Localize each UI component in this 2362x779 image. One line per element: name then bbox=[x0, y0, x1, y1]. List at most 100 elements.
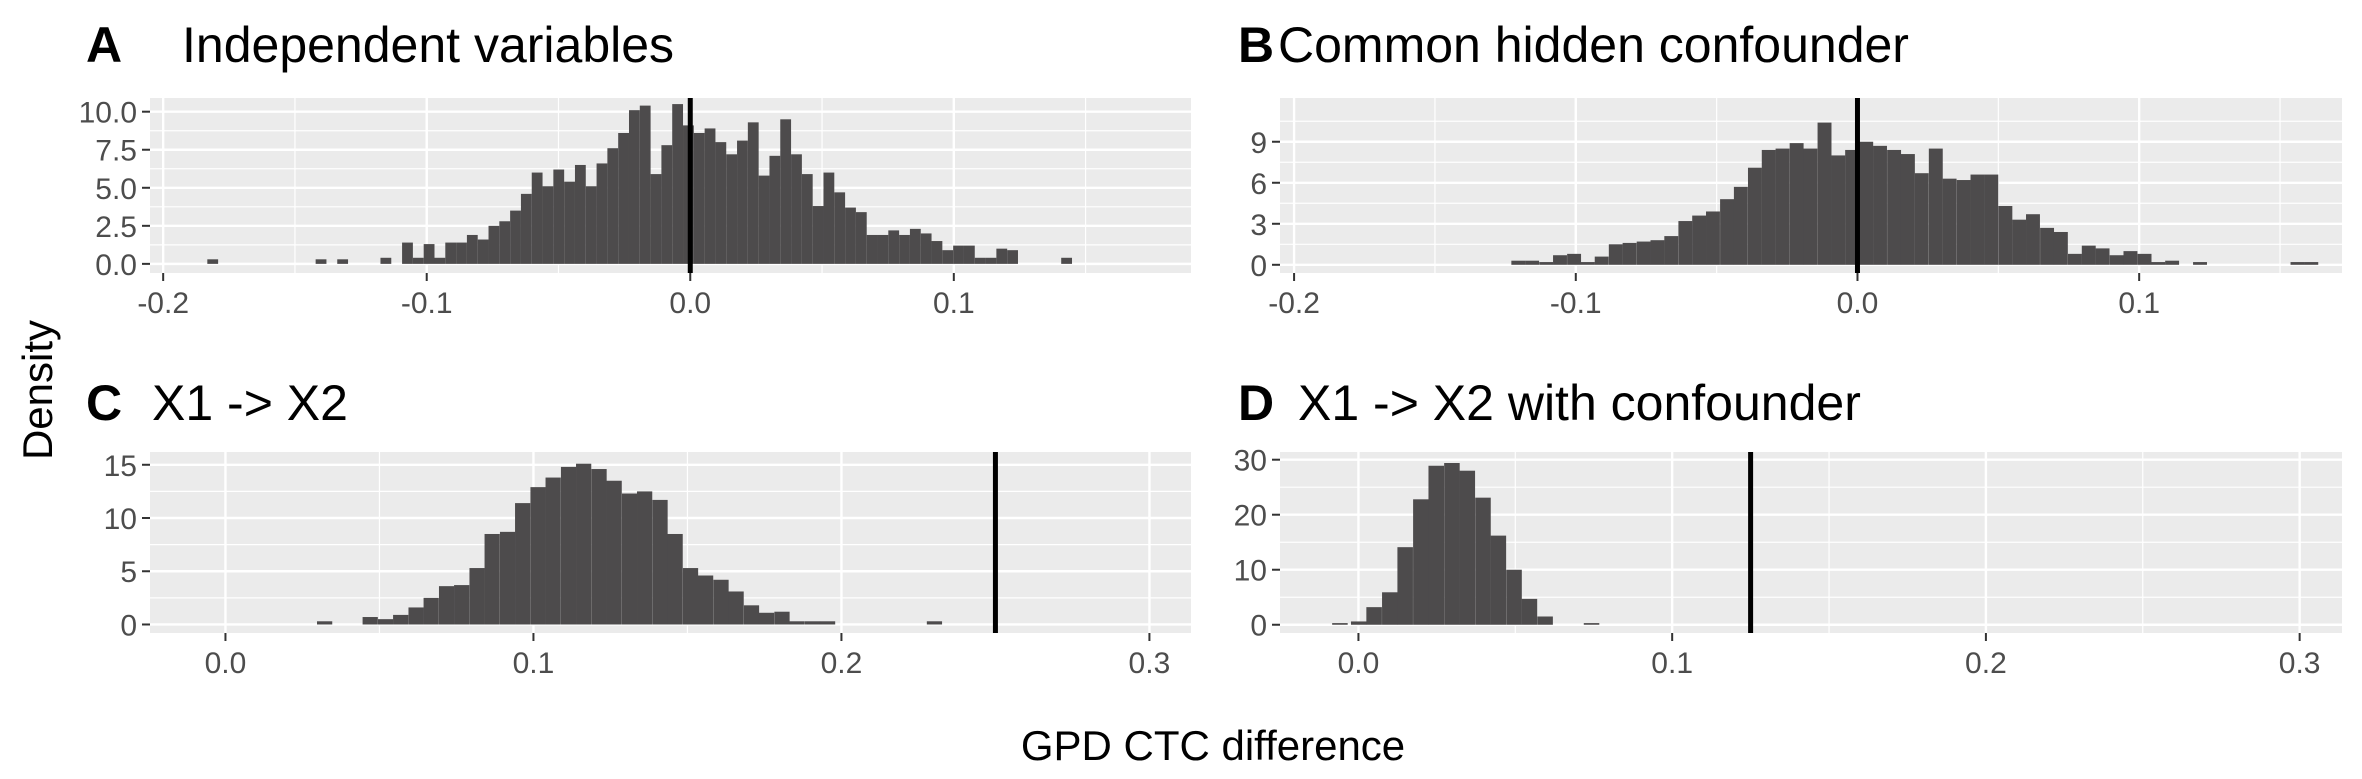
histogram-bar bbox=[531, 172, 543, 264]
y-tick-label: 3 bbox=[1250, 209, 1267, 242]
histogram-bar bbox=[499, 531, 516, 625]
y-tick-label: 15 bbox=[104, 450, 137, 483]
histogram-bar bbox=[1956, 180, 1971, 265]
histogram-bar bbox=[484, 533, 500, 625]
histogram-bar bbox=[2026, 214, 2040, 265]
histogram-bar bbox=[477, 239, 489, 264]
histogram-bar bbox=[1567, 253, 1582, 265]
histogram-bar bbox=[408, 607, 424, 625]
histogram-bar bbox=[1678, 221, 1693, 265]
histogram-bar bbox=[576, 463, 592, 625]
histogram-bar bbox=[1583, 623, 1600, 625]
histogram-bar bbox=[1817, 122, 1832, 265]
histogram-bar bbox=[1998, 206, 2013, 265]
histogram-bar bbox=[337, 259, 349, 264]
histogram-bar bbox=[1650, 240, 1665, 265]
histogram-bar bbox=[639, 105, 651, 264]
histogram-bar bbox=[667, 533, 683, 625]
y-tick-label: 0 bbox=[1250, 610, 1267, 643]
histogram-bar bbox=[963, 245, 975, 264]
histogram-bar bbox=[1525, 260, 1540, 265]
histogram-bar bbox=[931, 241, 943, 264]
histogram-bar bbox=[2081, 245, 2096, 265]
histogram-bar bbox=[317, 621, 333, 625]
histogram-bar bbox=[1594, 256, 1609, 265]
histogram-bar bbox=[650, 174, 662, 264]
histogram-bar bbox=[1803, 148, 1818, 265]
histogram-bar bbox=[315, 259, 327, 264]
histogram-bar bbox=[996, 248, 1008, 264]
histogram-bar bbox=[412, 257, 424, 264]
panels: -0.2 -0.1 0.0 0.1 0.0 2.5 5.0 7.5 10.0 A Independe… bbox=[79, 17, 2342, 680]
histogram-bar bbox=[1444, 463, 1460, 625]
histogram-bar bbox=[1831, 155, 1846, 265]
histogram-bar bbox=[2304, 262, 2319, 265]
y-tick-label: 2.5 bbox=[95, 211, 137, 244]
histogram-bar bbox=[423, 244, 435, 264]
histogram-bar bbox=[1942, 178, 1957, 265]
histogram-bar bbox=[1914, 173, 1929, 265]
y-tick-label: 20 bbox=[1234, 500, 1267, 533]
histogram-bar bbox=[855, 212, 867, 264]
histogram-bar bbox=[606, 480, 622, 625]
x-tick-label: 0.0 bbox=[669, 287, 711, 320]
histogram-bar bbox=[1720, 199, 1735, 265]
histogram-bar bbox=[438, 586, 455, 625]
histogram-bar bbox=[769, 155, 781, 264]
histogram-bar bbox=[362, 617, 378, 625]
histogram-bar bbox=[596, 163, 608, 264]
histogram-bar bbox=[834, 192, 846, 264]
histogram-bar bbox=[423, 597, 439, 625]
histogram-bar bbox=[909, 228, 921, 264]
histogram-bar bbox=[1970, 174, 1985, 265]
histogram-bar bbox=[682, 568, 699, 625]
x-tick-label: 0.0 bbox=[1338, 647, 1380, 680]
histogram-bar bbox=[402, 242, 413, 264]
histogram-bar bbox=[1490, 535, 1507, 625]
x-tick-label: 0.2 bbox=[821, 647, 863, 680]
histogram-bar bbox=[553, 169, 565, 264]
x-tick-label: 0.1 bbox=[513, 647, 555, 680]
histogram-bar bbox=[1553, 255, 1567, 265]
histogram-bar bbox=[888, 230, 900, 264]
histogram-bar bbox=[1506, 569, 1522, 625]
histogram-bar bbox=[1664, 236, 1679, 265]
histogram-bar bbox=[812, 206, 824, 264]
histogram-bar bbox=[499, 221, 511, 264]
y-tick-label: 0.0 bbox=[95, 249, 137, 282]
histogram-bar bbox=[628, 110, 640, 264]
histogram-bar bbox=[758, 175, 770, 264]
y-tick-label: 7.5 bbox=[95, 135, 137, 168]
histogram-bar bbox=[1382, 592, 1398, 625]
y-tick-label: 30 bbox=[1234, 445, 1267, 478]
panel-title: X1 -> X2 bbox=[152, 375, 348, 431]
panel-b: -0.2 -0.1 0.0 0.1 0 3 6 9 B Common hidden confoun… bbox=[1238, 17, 2342, 320]
histogram-bar bbox=[1622, 242, 1637, 265]
y-tick-label: 5.0 bbox=[95, 173, 137, 206]
y-tick-label: 0 bbox=[1250, 250, 1267, 283]
histogram-bar bbox=[1873, 145, 1887, 265]
histogram-bar bbox=[801, 174, 813, 264]
histogram-bar bbox=[574, 164, 586, 264]
panel-d: 0.0 0.1 0.2 0.3 0 10 20 30 D X1 -> X2 with confou… bbox=[1234, 375, 2342, 680]
panel-title: X1 -> X2 with confounder bbox=[1298, 375, 1861, 431]
histogram-bar bbox=[985, 257, 997, 264]
histogram-bar bbox=[1789, 143, 1804, 265]
histogram-bar bbox=[2067, 253, 2082, 265]
histogram-bar bbox=[953, 245, 964, 264]
histogram-bar bbox=[434, 257, 446, 264]
histogram-bar bbox=[758, 612, 775, 625]
histogram-bar bbox=[791, 154, 802, 264]
histogram-bar bbox=[1511, 260, 1526, 265]
histogram-bar bbox=[743, 605, 760, 625]
histogram-bar bbox=[1366, 607, 1382, 625]
histogram-bar bbox=[1706, 211, 1720, 265]
histogram-bar bbox=[1733, 186, 1748, 265]
panel-title: Independent variables bbox=[182, 17, 674, 73]
histogram-bar bbox=[1887, 149, 1902, 265]
histogram-bar bbox=[672, 104, 684, 264]
histogram-bar bbox=[1900, 154, 1915, 265]
histogram-bar bbox=[737, 140, 748, 264]
histogram-bar bbox=[618, 133, 629, 264]
histogram-bar bbox=[2193, 262, 2207, 265]
